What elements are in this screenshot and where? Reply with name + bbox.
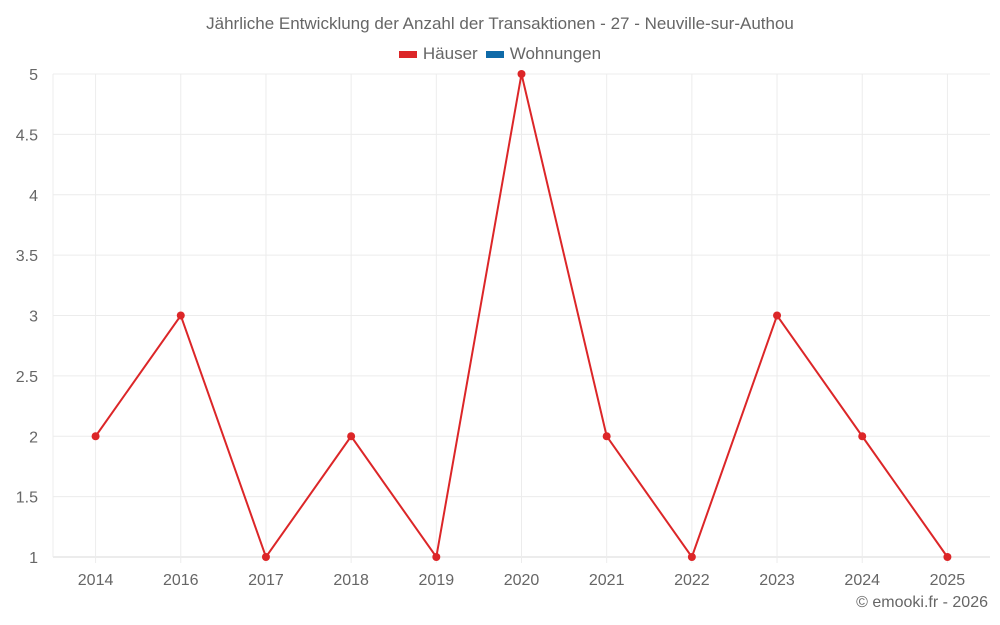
data-point[interactable] [858, 432, 867, 441]
legend-item-apartments[interactable]: Wohnungen [485, 44, 602, 64]
x-axis: 2014 2016 2017 2018 2019 2020 2021 2022 2023 2024… [78, 572, 966, 589]
legend-label-apartments: Wohnungen [509, 44, 602, 63]
x-tick-label: 2014 [78, 572, 114, 589]
data-point[interactable] [176, 311, 185, 320]
y-tick-label: 5 [29, 67, 38, 84]
data-point[interactable] [432, 553, 441, 561]
data-point[interactable] [687, 553, 696, 561]
x-tick-label: 2016 [163, 572, 199, 589]
legend: Häuser Wohnungen [0, 44, 1000, 64]
x-tick-label: 2018 [333, 572, 369, 589]
legend-swatch-houses [398, 50, 417, 58]
y-tick-label: 2 [29, 429, 38, 446]
y-tick-label: 2.5 [16, 369, 38, 386]
legend-item-houses[interactable]: Häuser [398, 44, 478, 64]
y-tick-label: 4 [29, 188, 38, 205]
x-tick-label: 2021 [589, 572, 625, 589]
data-point[interactable] [91, 432, 100, 441]
series-houses [91, 70, 952, 561]
data-point[interactable] [773, 311, 782, 320]
x-tick-label: 2017 [248, 572, 284, 589]
legend-label-houses: Häuser [422, 44, 478, 63]
y-tick-label: 1.5 [16, 490, 38, 507]
data-point[interactable] [602, 432, 611, 441]
data-point[interactable] [347, 432, 356, 441]
y-axis: 1 1.5 2 2.5 3 3.5 4 4.5 5 [16, 67, 38, 567]
data-point[interactable] [943, 553, 952, 561]
y-tick-label: 3 [29, 309, 38, 326]
x-tick-label: 2024 [844, 572, 880, 589]
y-tick-label: 3.5 [16, 248, 38, 265]
legend-swatch-apartments [485, 50, 504, 58]
x-tick-label: 2023 [759, 572, 795, 589]
x-tick-label: 2025 [930, 572, 966, 589]
grid-lines [52, 73, 990, 563]
chart-title: Jährliche Entwicklung der Anzahl der Tra… [206, 14, 794, 33]
data-point[interactable] [261, 553, 270, 561]
data-point[interactable] [517, 70, 526, 78]
y-tick-label: 4.5 [16, 127, 38, 144]
x-tick-label: 2019 [419, 572, 455, 589]
x-tick-label: 2022 [674, 572, 710, 589]
y-tick-label: 1 [29, 550, 38, 567]
credit-text: © emooki.fr - 2026 [856, 594, 988, 611]
x-tick-label: 2020 [504, 572, 540, 589]
